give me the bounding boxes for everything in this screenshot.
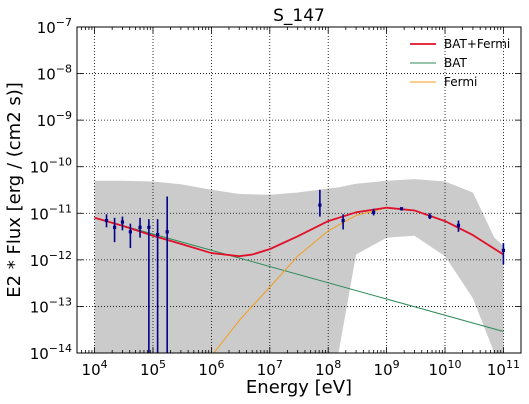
series-line-bat [94,217,504,332]
band-segment [94,180,339,353]
data-point [128,230,132,234]
y-axis-label: E2 * Flux [erg / (cm2 s)] [4,82,25,298]
y-tick-label: 10−9 [37,109,72,130]
x-tick-label: 1011 [487,358,520,379]
data-point [318,203,322,207]
chart-title: S_147 [273,6,325,26]
y-tick-label: 10−8 [37,63,72,84]
x-tick-label: 108 [315,358,341,379]
x-tick-label: 104 [82,358,108,379]
data-point [120,220,125,224]
x-tick-label: 107 [257,358,283,379]
x-tick-label: 1010 [428,358,461,379]
band-segment [338,179,504,353]
y-tick-label: 10−10 [30,156,72,177]
data-points [104,189,506,353]
data-point [138,225,142,229]
x-tick-label: 109 [374,358,400,379]
data-point [372,210,376,214]
data-point [501,248,506,252]
y-tick-label: 10−7 [37,16,72,37]
data-point [165,230,169,234]
data-point [399,207,404,211]
data-point [456,223,461,227]
y-tick-label: 10−11 [30,202,72,223]
legend-label: BAT [444,56,468,70]
data-point [104,218,109,223]
y-tick-label: 10−14 [30,342,72,363]
y-tick-label: 10−13 [30,295,72,316]
data-point [156,232,160,237]
y-tick-label: 10−12 [30,249,72,270]
axis-ticks [76,26,522,354]
x-axis-label: Energy [eV] [246,377,352,398]
data-point [112,225,117,229]
x-tick-labels: 104 105 106 107 108 109 1010 1011 [82,358,520,379]
data-point [428,214,432,219]
data-point [147,225,151,229]
legend-label: Fermi [444,75,477,89]
x-tick-label: 106 [198,358,224,379]
legend-label: BAT+Fermi [444,37,510,51]
y-tick-labels: 10−7 10−8 10−9 10−10 10−11 10−12 10−13 10−14 [30,16,72,363]
x-tick-label: 105 [140,358,166,379]
data-point [341,218,345,223]
legend: BAT+Fermi BAT Fermi [410,37,510,89]
plot-frame [76,26,522,354]
uncertainty-band [94,179,504,353]
